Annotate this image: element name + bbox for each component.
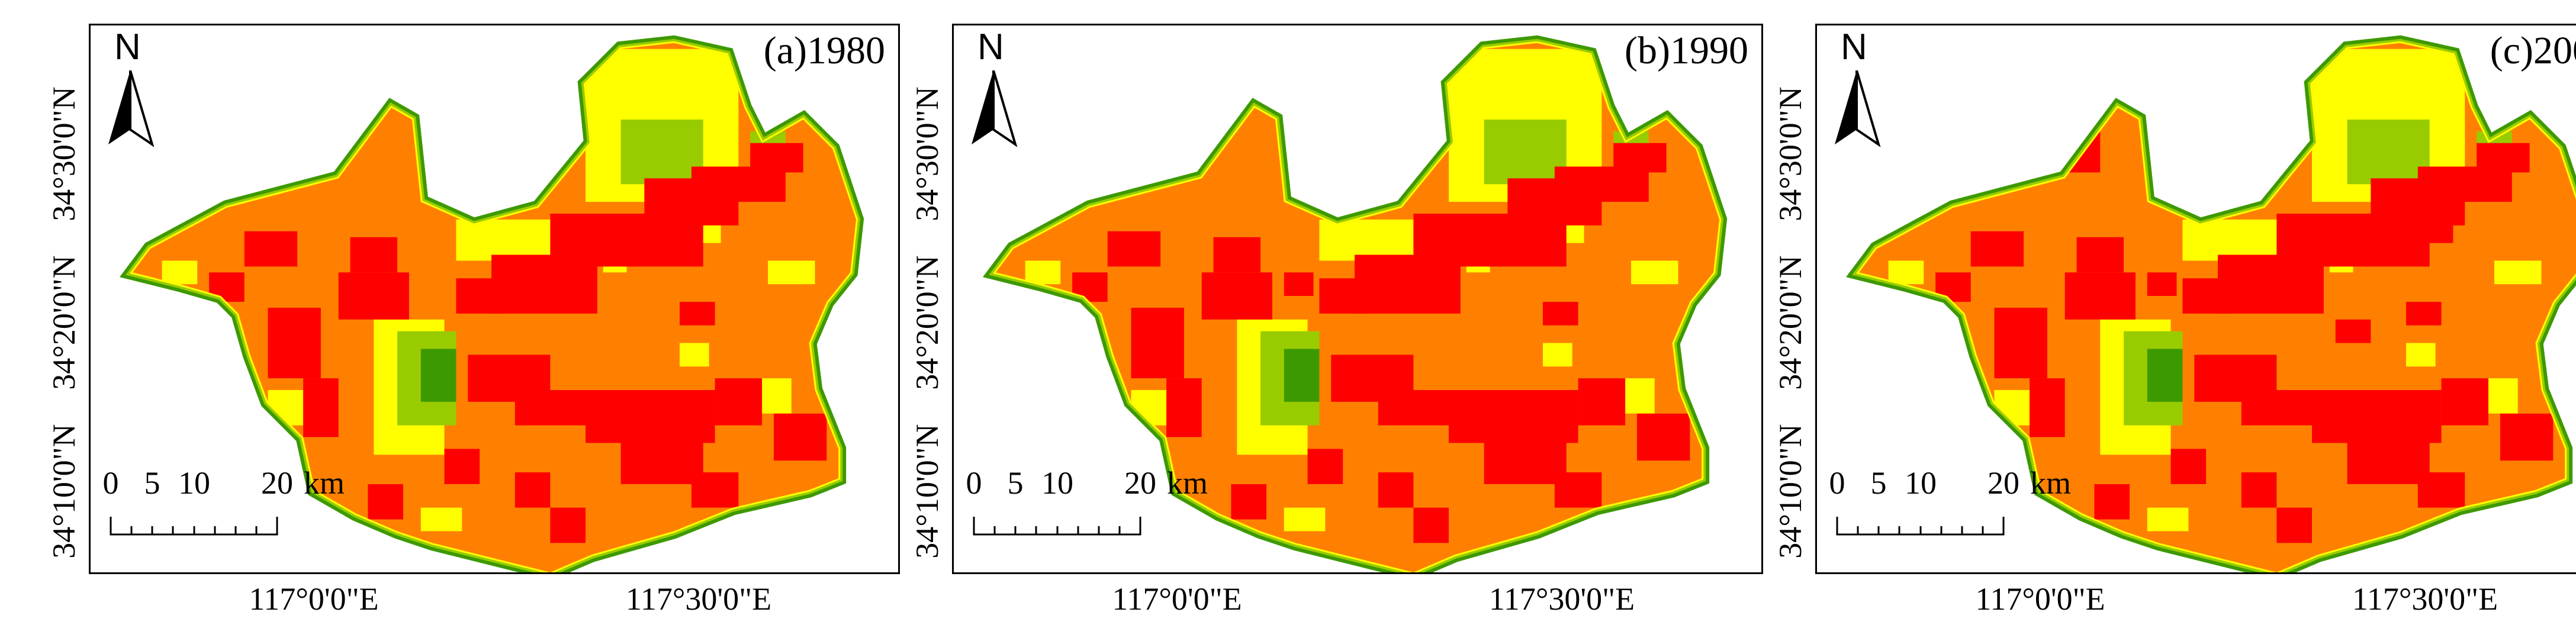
lat-label-34-10-c: 34°10'0"N (1773, 424, 1808, 559)
north-arrow: N (104, 29, 163, 147)
map-panel-2000: (c)2000 N 0 5 10 20 km (1815, 24, 2576, 574)
lon-label-117-00-b: 117°0'0"E (1112, 581, 1242, 617)
lat-label-34-20-b: 34°20'0"N (909, 255, 945, 390)
lat-label-34-30-c: 34°30'0"N (1773, 86, 1808, 221)
lon-label-117-30-a: 117°30'0"E (625, 581, 772, 617)
scale-ticks (1836, 517, 2005, 536)
north-arrow-icon (972, 70, 1018, 147)
north-letter: N (114, 27, 141, 67)
scale-unit: km (2030, 465, 2072, 501)
scale-ticks (110, 517, 278, 536)
scale-unit: km (1167, 465, 1208, 501)
north-arrow-icon (1835, 70, 1881, 147)
lat-label-34-10-a: 34°10'0"N (46, 424, 82, 559)
north-letter: N (977, 27, 1004, 67)
scale-label-0: 0 (966, 465, 982, 501)
lon-label-117-30-b: 117°30'0"E (1488, 581, 1635, 617)
scale-unit: km (304, 465, 345, 501)
scale-bar: 0 5 10 20 km (1829, 467, 2089, 550)
land-map (1817, 25, 2576, 572)
scale-label-5: 5 (1007, 465, 1024, 501)
scale-ticks (973, 517, 1141, 536)
panel-title: (a)1980 (763, 29, 885, 72)
scale-label-0: 0 (102, 465, 119, 501)
lat-label-34-10-b: 34°10'0"N (909, 424, 945, 559)
scale-bar: 0 5 10 20 km (102, 467, 363, 550)
land-map (91, 25, 898, 572)
north-arrow: N (1830, 29, 1889, 147)
scale-label-5: 5 (144, 465, 160, 501)
lat-label-34-30-a: 34°30'0"N (46, 86, 82, 221)
scale-label-10: 10 (1041, 465, 1073, 501)
lat-label-34-20-a: 34°20'0"N (46, 255, 82, 390)
north-arrow: N (967, 29, 1026, 147)
lat-label-34-20-c: 34°20'0"N (1773, 255, 1808, 390)
scale-label-10: 10 (178, 465, 210, 501)
lon-label-117-00-a: 117°0'0"E (249, 581, 379, 617)
lat-label-34-30-b: 34°30'0"N (909, 86, 945, 221)
lon-label-117-00-c: 117°0'0"E (1975, 581, 2105, 617)
scale-label-0: 0 (1829, 465, 1845, 501)
scale-label-10: 10 (1905, 465, 1937, 501)
panel-title: (b)1990 (1625, 29, 1748, 72)
map-panel-1990: (b)1990 N 0 5 10 20 km (952, 24, 1763, 574)
map-panel-1980: (a)1980 N 0 5 10 20 km (89, 24, 900, 574)
lon-label-117-30-c: 117°30'0"E (2352, 581, 2498, 617)
scale-label-20: 20 (1124, 465, 1156, 501)
scale-label-20: 20 (261, 465, 293, 501)
scale-label-20: 20 (1988, 465, 2019, 501)
north-letter: N (1841, 27, 1867, 67)
panel-title: (c)2000 (2490, 29, 2576, 72)
land-map (954, 25, 1761, 572)
scale-label-5: 5 (1870, 465, 1887, 501)
scale-bar: 0 5 10 20 km (966, 467, 1226, 550)
north-arrow-icon (108, 70, 155, 147)
